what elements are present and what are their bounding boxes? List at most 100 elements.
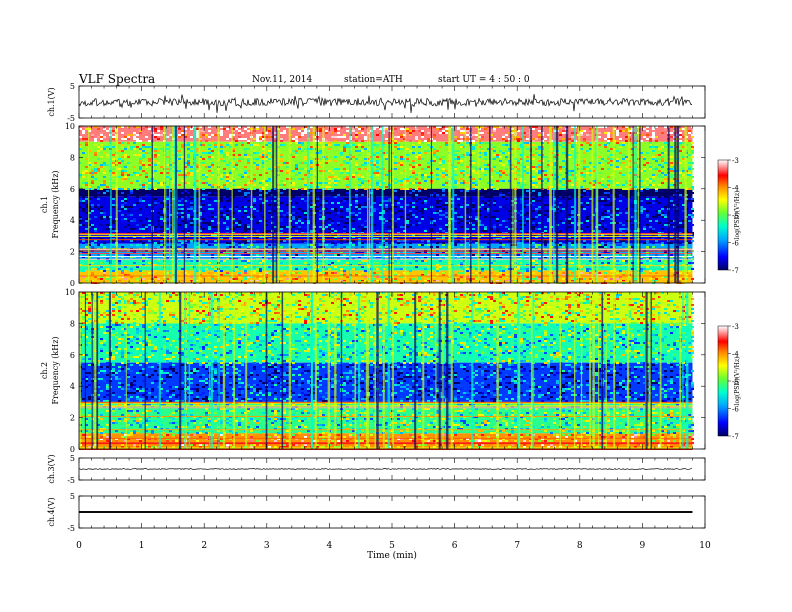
spectrogram-cell [460,132,463,134]
spectrogram-cell [589,268,592,270]
spectrogram-cell [493,166,496,168]
spectrogram-cell [190,206,193,208]
spectrogram-cell [394,144,397,146]
spectrogram-cell [337,136,340,138]
spectrogram-cell [478,168,481,170]
spectrogram-cell [490,268,493,270]
spectrogram-cell [487,266,490,268]
spectrogram-cell [343,280,346,282]
spectrogram-cell [121,208,124,210]
spectrogram-cell [97,128,100,130]
spectrogram-cell [319,158,322,160]
spectrogram-cell [106,224,109,226]
spectrogram-cell [220,216,223,218]
spectrogram-cell [559,166,562,168]
spectrogram-cell [571,132,574,134]
spectrogram-cell [589,160,592,162]
spectrogram-cell [460,136,463,138]
spectrogram-cell [394,146,397,148]
spectrogram-cell [352,240,355,242]
spectrogram-cell [580,196,583,198]
spectrogram-cell [205,238,208,240]
spectrogram-cell [361,164,364,166]
spectrogram-cell [103,176,106,178]
spectrogram-cell [157,200,160,202]
spectrogram-cell [358,166,361,168]
spectrogram-cell [478,236,481,238]
spectrogram-cell [274,190,277,192]
spectrogram-cell [400,164,403,166]
spectrogram-cell [325,208,328,210]
spectrogram-cell [262,246,265,248]
spectrogram-cell [205,260,208,262]
spectrogram-cell [184,260,187,262]
spectrogram-cell [580,174,583,176]
spectrogram-cell [379,132,382,134]
spectrogram-cell [583,264,586,266]
spectrogram-cell [295,266,298,268]
spectrogram-cell [355,206,358,208]
spectrogram-cell [340,170,343,172]
spectrogram-cell [319,230,322,232]
spectrogram-cell [589,278,592,280]
spectrogram-cell [142,186,145,188]
spectrogram-cell [232,228,235,230]
spectrogram-cell [400,182,403,184]
spectrogram-cell [100,216,103,218]
spectrogram-cell [334,208,337,210]
spectrogram-cell [244,240,247,242]
spectrogram-cell [439,146,442,148]
spectrogram-cell [262,158,265,160]
spectrogram-cell [547,196,550,198]
spectrogram-cell [544,190,547,192]
spectrogram-cell [148,128,151,130]
spectrogram-cell [100,144,103,146]
spectrogram-cell [517,238,520,240]
spectrogram-cell [328,264,331,266]
spectrogram-cell [559,202,562,204]
spectrogram-cell [427,264,430,266]
spectrogram-cell [229,188,232,190]
spectrogram-cell [223,156,226,158]
spectrogram-cell [421,274,424,276]
spectrogram-cell [160,126,163,128]
spectrogram-cell [100,166,103,168]
spectrogram-cell [544,246,547,248]
spectrogram-cell [232,242,235,244]
spectrogram-cell [220,134,223,136]
spectrogram-cell [112,138,115,140]
spectrogram-cell [496,210,499,212]
spectrogram-cell [382,150,385,152]
spectrogram-cell [181,204,184,206]
spectrogram-cell [244,236,247,238]
spectrogram-cell [562,274,565,276]
spectrogram-cell [79,162,82,164]
spectrogram-cell [139,280,142,282]
spectrogram-cell [94,240,97,242]
spectrogram-cell [334,182,337,184]
spectrogram-cell [424,260,427,262]
spectrogram-cell [376,208,379,210]
spectrogram-cell [208,126,211,128]
spectrogram-cell [199,226,202,228]
spectrogram-cell [424,242,427,244]
spectrogram-cell [580,134,583,136]
spectrogram-cell [100,190,103,192]
spectrogram-cell [229,242,232,244]
spectrogram-cell [418,186,421,188]
spectrogram-cell [553,198,556,200]
spectrogram-cell [490,278,493,280]
spectrogram-cell [184,182,187,184]
spectrogram-cell [382,140,385,142]
spectrogram-cell [523,264,526,266]
spectrogram-cell [91,188,94,190]
spectrogram-cell [244,224,247,226]
spectrogram-cell [475,218,478,220]
spectrogram-cell [262,156,265,158]
spectrogram-cell [403,230,406,232]
spectrogram-cell [124,138,127,140]
spectrogram-cell [478,136,481,138]
spectrogram-cell [400,128,403,130]
spectrogram-cell [445,174,448,176]
spectrogram-cell [259,206,262,208]
